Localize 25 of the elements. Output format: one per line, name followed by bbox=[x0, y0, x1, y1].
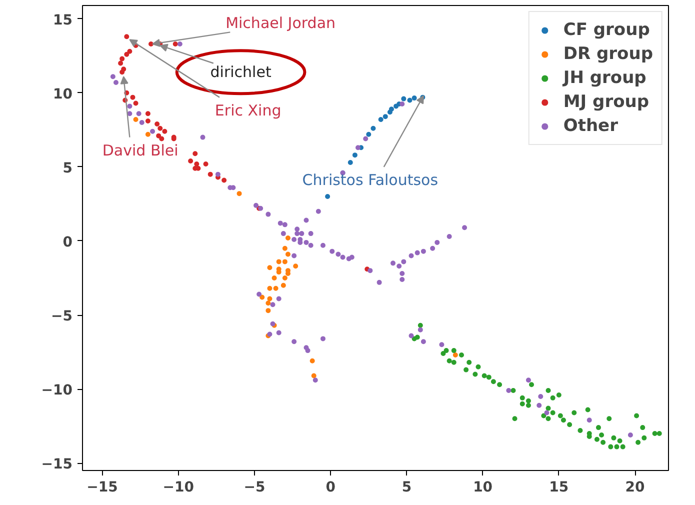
x-tick-label: 15 bbox=[549, 480, 569, 496]
y-tick-label: 15 bbox=[53, 12, 72, 28]
x-tick-label: −5 bbox=[244, 480, 266, 496]
x-tick-label: −15 bbox=[86, 480, 118, 496]
y-tick-label: 10 bbox=[53, 86, 73, 102]
annotation: Eric Xing bbox=[214, 102, 282, 120]
x-tick-label: 5 bbox=[402, 480, 412, 496]
y-tick-label: 5 bbox=[62, 160, 73, 176]
y-tick-label: −5 bbox=[51, 308, 73, 325]
x-tick-label: 0 bbox=[326, 480, 336, 496]
y-tick-label: −15 bbox=[41, 456, 73, 473]
annotation: Christos Faloutsos bbox=[302, 171, 438, 190]
legend-label: CF group bbox=[563, 20, 650, 40]
x-tick-label: 20 bbox=[625, 480, 646, 496]
annotation: David Blei bbox=[102, 142, 178, 160]
legend-label: Other bbox=[563, 116, 618, 136]
annotation: Michael Jordan bbox=[226, 14, 336, 32]
y-tick-label: −10 bbox=[41, 382, 73, 399]
annotation: dirichlet bbox=[210, 63, 272, 82]
x-tick-label: −10 bbox=[162, 480, 194, 496]
legend-label: DR group bbox=[563, 44, 653, 64]
legend-label: MJ group bbox=[563, 92, 650, 112]
y-tick-label: 0 bbox=[62, 234, 73, 250]
x-tick-label: 10 bbox=[473, 480, 493, 496]
legend-label: JH group bbox=[563, 68, 646, 88]
